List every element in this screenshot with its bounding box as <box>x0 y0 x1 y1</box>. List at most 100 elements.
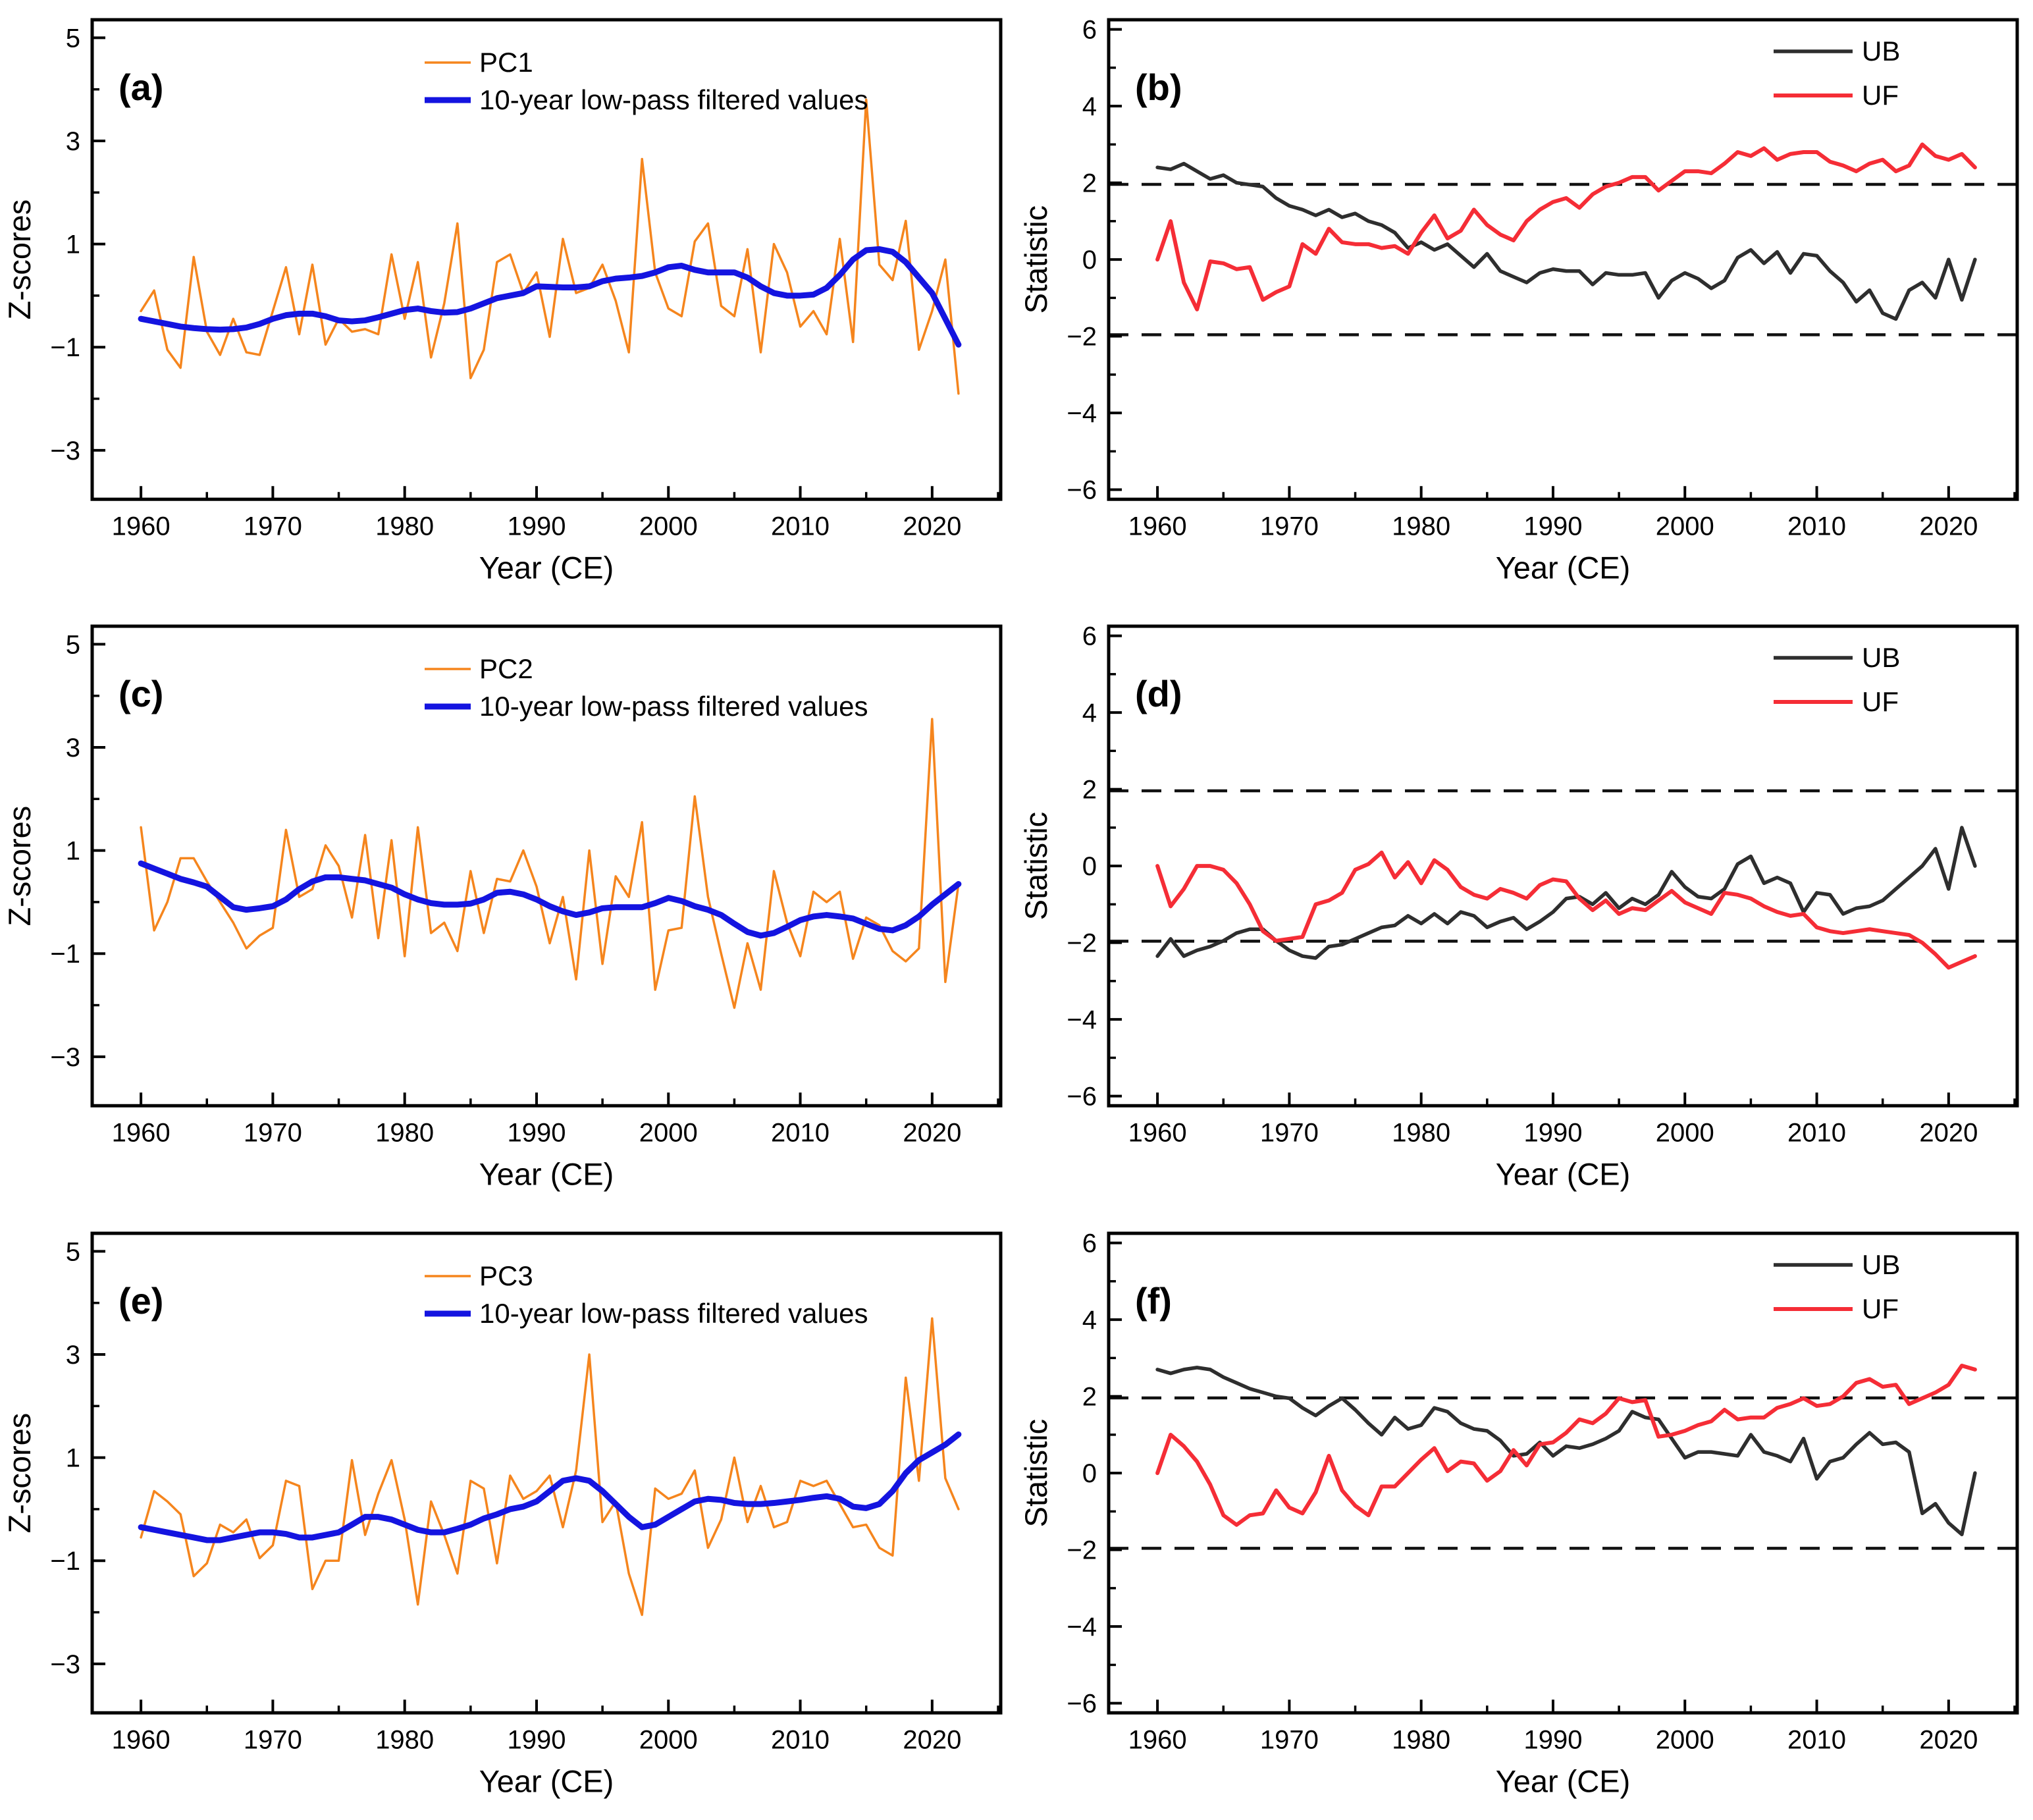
y-tick-label: 1 <box>66 230 80 259</box>
series-pc3-line <box>140 1317 960 1616</box>
y-tick-label: −4 <box>1067 1005 1097 1034</box>
y-tick-label: −2 <box>1067 929 1097 958</box>
x-tick-label: 2010 <box>771 512 830 541</box>
panel-letter: (b) <box>1135 67 1182 108</box>
legend-label: PC2 <box>479 653 533 684</box>
y-tick-label: 1 <box>66 837 80 866</box>
legend-label: UB <box>1862 642 1900 673</box>
x-tick-label: 1990 <box>507 1119 566 1148</box>
x-tick-label: 1970 <box>1260 1725 1319 1754</box>
y-tick-label: 3 <box>66 734 80 763</box>
y-tick-label: 2 <box>1082 169 1097 198</box>
y-tick-label: −6 <box>1067 1689 1097 1718</box>
plot-frame <box>90 18 1003 501</box>
y-axis-title: Z-scores <box>2 200 37 320</box>
panel-letter: (c) <box>119 673 163 714</box>
y-tick-label: 5 <box>66 24 80 53</box>
y-tick-label: 6 <box>1082 16 1097 45</box>
y-tick-label: 4 <box>1082 699 1097 728</box>
x-axis-title: Year (CE) <box>1496 1763 1631 1798</box>
panel-cell-e: 1960 1970 1980 1990 2000 2010 2020 −3 −1 1 3 5 Year … <box>0 1213 1016 1820</box>
series-uf-line <box>1155 851 1977 970</box>
legend-label: UF <box>1862 80 1899 111</box>
x-tick-label: 1960 <box>112 512 171 541</box>
y-tick-label: 0 <box>1082 1459 1097 1488</box>
y-tick-label: −1 <box>50 1547 80 1576</box>
x-tick-label: 1980 <box>375 512 434 541</box>
x-tick-label: 1980 <box>1392 1725 1450 1754</box>
panel-cell-f: 1960 1970 1980 1990 2000 2010 2020 −6 −4 −2 0 2 4 6 Ye… <box>1016 1213 2033 1820</box>
panel-cell-a: 1960 1970 1980 1990 2000 2010 2020 −3 −1 1 3 5 Year … <box>0 0 1016 607</box>
x-axis-title: Year (CE) <box>479 1763 614 1798</box>
panel-background <box>1016 0 2033 607</box>
x-tick-label: 2000 <box>639 1119 698 1148</box>
x-tick-label: 2020 <box>903 1119 961 1148</box>
panel-cell-c: 1960 1970 1980 1990 2000 2010 2020 −3 −1 1 3 5 Year … <box>0 606 1016 1214</box>
x-tick-label: 1990 <box>507 512 566 541</box>
panel-c-chart: 1960 1970 1980 1990 2000 2010 2020 −3 −1 1 3 5 Year … <box>0 606 1016 1214</box>
panel-a-chart: 1960 1970 1980 1990 2000 2010 2020 −3 −1 1 3 5 Year … <box>0 0 1016 607</box>
series-10-year-low-pass-filtered-values-line <box>138 1431 962 1543</box>
y-tick-label: 4 <box>1082 92 1097 121</box>
legend-label: UF <box>1862 686 1899 717</box>
x-tick-label: 2000 <box>1656 512 1714 541</box>
x-axis-title: Year (CE) <box>1496 1157 1631 1192</box>
legend-label: PC3 <box>479 1260 533 1291</box>
panel-cell-d: 1960 1970 1980 1990 2000 2010 2020 −6 −4 −2 0 2 4 6 Ye… <box>1016 606 2033 1214</box>
y-tick-label: 2 <box>1082 1382 1097 1411</box>
x-tick-label: 1990 <box>1523 1725 1582 1754</box>
series-uf-line <box>1155 1363 1977 1527</box>
y-tick-label: 0 <box>1082 852 1097 881</box>
x-tick-label: 2010 <box>1787 1725 1846 1754</box>
panel-background <box>1016 606 2033 1214</box>
x-tick-label: 1960 <box>1128 1119 1187 1148</box>
panel-background <box>0 606 1016 1214</box>
x-tick-label: 1980 <box>375 1119 434 1148</box>
x-tick-label: 1970 <box>1260 512 1319 541</box>
x-tick-label: 1980 <box>1392 512 1450 541</box>
x-tick-label: 2000 <box>1656 1725 1714 1754</box>
x-tick-label: 1970 <box>244 512 302 541</box>
panel-b-chart: 1960 1970 1980 1990 2000 2010 2020 −6 −4 −2 0 2 4 6 Ye… <box>1016 0 2033 607</box>
y-tick-label: −1 <box>50 940 80 969</box>
panel-letter: (f) <box>1135 1280 1172 1322</box>
y-tick-label: −2 <box>1067 1536 1097 1565</box>
y-tick-label: −2 <box>1067 323 1097 352</box>
y-tick-label: 3 <box>66 127 80 156</box>
panel-letter: (d) <box>1135 673 1182 714</box>
y-tick-label: 2 <box>1082 776 1097 805</box>
y-tick-label: 5 <box>66 631 80 660</box>
panel-letter: (e) <box>119 1280 163 1322</box>
series-10-year-low-pass-filtered-values-line <box>138 246 962 348</box>
legend-label: UB <box>1862 36 1900 67</box>
legend-label: UB <box>1862 1249 1900 1280</box>
y-tick-label: 3 <box>66 1341 80 1370</box>
x-tick-label: 2020 <box>1919 512 1978 541</box>
panel-d-chart: 1960 1970 1980 1990 2000 2010 2020 −6 −4 −2 0 2 4 6 Ye… <box>1016 606 2033 1214</box>
y-tick-label: −6 <box>1067 476 1097 505</box>
y-tick-label: 5 <box>66 1237 80 1266</box>
x-tick-label: 1990 <box>1523 512 1582 541</box>
x-tick-label: 2010 <box>771 1119 830 1148</box>
x-axis-title: Year (CE) <box>479 550 614 585</box>
y-tick-label: 1 <box>66 1443 80 1472</box>
x-tick-label: 1990 <box>507 1725 566 1754</box>
y-axis-title: Z-scores <box>2 806 37 926</box>
panel-background <box>1016 1213 2033 1820</box>
x-tick-label: 1960 <box>112 1725 171 1754</box>
y-axis-title: Z-scores <box>2 1412 37 1533</box>
legend-label: PC1 <box>479 47 533 78</box>
panel-letter: (a) <box>119 67 163 108</box>
x-tick-label: 1980 <box>1392 1119 1450 1148</box>
y-tick-label: −3 <box>50 437 80 466</box>
x-tick-label: 2000 <box>639 512 698 541</box>
legend-label: 10-year low-pass filtered values <box>479 84 868 115</box>
y-tick-label: −3 <box>50 1043 80 1072</box>
y-tick-label: 6 <box>1082 622 1097 651</box>
y-axis-title: Statistic <box>1018 1418 1053 1527</box>
x-tick-label: 2010 <box>771 1725 830 1754</box>
x-tick-label: 1990 <box>1523 1119 1582 1148</box>
x-tick-label: 2010 <box>1787 512 1846 541</box>
legend-label: 10-year low-pass filtered values <box>479 691 868 722</box>
